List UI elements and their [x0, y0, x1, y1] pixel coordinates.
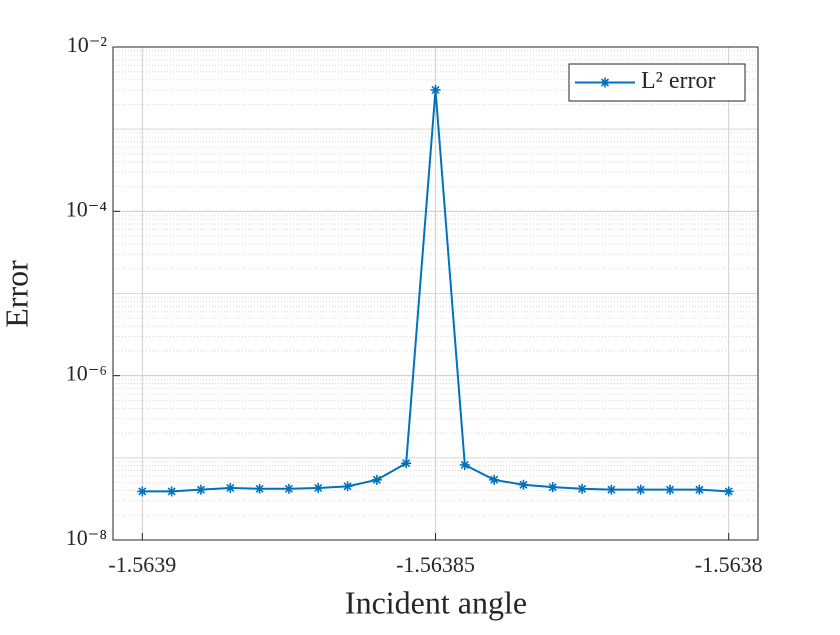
marker [459, 459, 470, 470]
marker [723, 486, 734, 497]
marker [635, 484, 646, 495]
marker-stroke [255, 484, 264, 493]
marker [401, 458, 412, 469]
marker [665, 484, 676, 495]
marker-stroke [314, 483, 323, 493]
marker [489, 474, 500, 485]
marker-stroke [226, 483, 235, 493]
y-axis-label: Error [0, 260, 34, 328]
marker [283, 483, 294, 494]
y-tick-label: 10⁻² [67, 32, 108, 57]
marker-stroke [607, 485, 616, 494]
axes-box [112, 46, 759, 541]
marker-stroke [490, 475, 499, 484]
marker-stroke [724, 487, 733, 496]
y-tick-label: 10⁻⁶ [66, 361, 107, 386]
marker-stroke [431, 85, 440, 95]
marker [254, 483, 265, 494]
marker [694, 484, 705, 495]
marker-stroke [402, 459, 411, 468]
legend-marker [600, 77, 610, 88]
marker-stroke [196, 485, 206, 494]
marker [313, 482, 324, 493]
marker [342, 481, 353, 492]
marker [430, 84, 441, 95]
marker [137, 486, 148, 497]
x-tick-label: -1.5638 [695, 552, 763, 577]
marker-stroke [284, 484, 293, 493]
x-axis-label: Incident angle [345, 584, 527, 620]
marker-stroke [167, 487, 176, 496]
x-tick-label: -1.56385 [396, 552, 475, 577]
marker-stroke [548, 483, 557, 492]
marker [166, 486, 177, 497]
marker [577, 483, 588, 494]
marker [547, 482, 558, 493]
marker-stroke [665, 485, 675, 494]
marker-stroke [460, 460, 469, 469]
marker-stroke [138, 487, 147, 496]
marker-stroke [578, 484, 587, 493]
y-tick-label: 10⁻⁸ [66, 525, 107, 550]
marker [225, 482, 236, 493]
legend-label: L² error [641, 68, 715, 94]
y-tick-label: 10⁻⁴ [66, 196, 108, 221]
marker-stroke [343, 482, 352, 491]
marker-stroke [600, 78, 610, 87]
marker [518, 479, 529, 490]
marker [606, 484, 617, 495]
marker [195, 484, 206, 495]
marker-stroke [519, 480, 528, 489]
marker-stroke [695, 485, 704, 494]
marker [371, 474, 382, 485]
marker-stroke [636, 485, 645, 494]
x-tick-label: -1.5639 [108, 552, 176, 577]
marker-stroke [372, 475, 381, 484]
legend-box [568, 63, 746, 102]
